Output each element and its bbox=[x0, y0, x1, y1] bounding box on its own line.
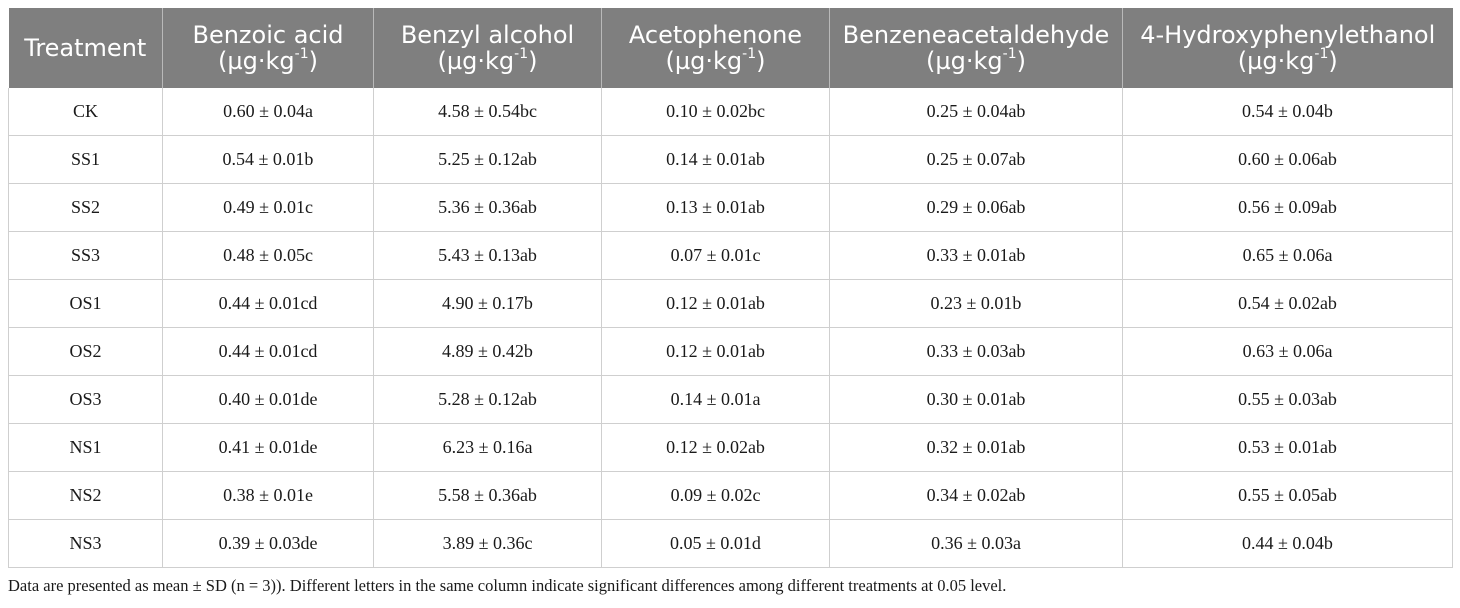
column-name: Benzoic acid bbox=[192, 21, 344, 49]
value-cell: 0.55 ± 0.05ab bbox=[1122, 471, 1453, 520]
value-cell: 0.12 ± 0.02ab bbox=[601, 423, 830, 472]
column-unit: (µg·kg-1) bbox=[926, 46, 1026, 75]
column-header-3: Acetophenone (µg·kg-1) bbox=[601, 8, 830, 88]
column-header-0: Treatment bbox=[8, 8, 163, 88]
treatment-cell: OS3 bbox=[8, 375, 163, 424]
column-name: Benzeneacetaldehyde bbox=[842, 21, 1110, 49]
treatment-cell: OS2 bbox=[8, 327, 163, 376]
value-cell: 0.65 ± 0.06a bbox=[1122, 231, 1453, 280]
value-cell: 0.12 ± 0.01ab bbox=[601, 327, 830, 376]
value-cell: 0.60 ± 0.04a bbox=[162, 88, 374, 136]
table-row: SS1 0.54 ± 0.01b 5.25 ± 0.12ab 0.14 ± 0.01a… bbox=[8, 135, 1453, 184]
treatment-cell: CK bbox=[8, 88, 163, 136]
value-cell: 0.23 ± 0.01b bbox=[829, 279, 1123, 328]
column-unit: (µg·kg-1) bbox=[218, 46, 318, 75]
value-cell: 5.25 ± 0.12ab bbox=[373, 135, 602, 184]
treatment-cell: NS2 bbox=[8, 471, 163, 520]
value-cell: 0.41 ± 0.01de bbox=[162, 423, 374, 472]
treatment-cell: SS2 bbox=[8, 183, 163, 232]
value-cell: 0.25 ± 0.04ab bbox=[829, 88, 1123, 136]
value-cell: 0.55 ± 0.03ab bbox=[1122, 375, 1453, 424]
value-cell: 0.09 ± 0.02c bbox=[601, 471, 830, 520]
header-row: Treatment Benzoic acid (µg·kg-1) Benzyl alc… bbox=[8, 8, 1453, 88]
column-header-5: 4-Hydroxyphenylethanol (µg·kg-1) bbox=[1122, 8, 1453, 88]
value-cell: 3.89 ± 0.36c bbox=[373, 519, 602, 568]
column-unit: (µg·kg-1) bbox=[437, 46, 538, 75]
table-row: OS1 0.44 ± 0.01cd 4.90 ± 0.17b 0.12 ± 0.01a… bbox=[8, 279, 1453, 328]
table-header: Treatment Benzoic acid (µg·kg-1) Benzyl alc… bbox=[8, 8, 1453, 88]
column-header-4: Benzeneacetaldehyde (µg·kg-1) bbox=[829, 8, 1123, 88]
treatment-cell: NS3 bbox=[8, 519, 163, 568]
table-row: OS3 0.40 ± 0.01de 5.28 ± 0.12ab 0.14 ± 0.01… bbox=[8, 375, 1453, 424]
value-cell: 5.36 ± 0.36ab bbox=[373, 183, 602, 232]
column-name: Treatment bbox=[24, 34, 147, 62]
value-cell: 6.23 ± 0.16a bbox=[373, 423, 602, 472]
value-cell: 0.33 ± 0.03ab bbox=[829, 327, 1123, 376]
value-cell: 0.32 ± 0.01ab bbox=[829, 423, 1123, 472]
value-cell: 0.12 ± 0.01ab bbox=[601, 279, 830, 328]
value-cell: 0.10 ± 0.02bc bbox=[601, 88, 830, 136]
treatment-cell: OS1 bbox=[8, 279, 163, 328]
value-cell: 0.07 ± 0.01c bbox=[601, 231, 830, 280]
table-row: CK 0.60 ± 0.04a 4.58 ± 0.54bc 0.10 ± 0.02bc… bbox=[8, 88, 1453, 136]
value-cell: 0.39 ± 0.03de bbox=[162, 519, 374, 568]
column-unit: (µg·kg-1) bbox=[665, 46, 766, 75]
value-cell: 0.29 ± 0.06ab bbox=[829, 183, 1123, 232]
column-name: 4-Hydroxyphenylethanol bbox=[1140, 21, 1436, 49]
column-header-1: Benzoic acid (µg·kg-1) bbox=[162, 8, 374, 88]
table-container: Treatment Benzoic acid (µg·kg-1) Benzyl alc… bbox=[8, 8, 1453, 596]
value-cell: 0.44 ± 0.01cd bbox=[162, 327, 374, 376]
table-row: NS1 0.41 ± 0.01de 6.23 ± 0.16a 0.12 ± 0.02a… bbox=[8, 423, 1453, 472]
value-cell: 5.28 ± 0.12ab bbox=[373, 375, 602, 424]
value-cell: 0.34 ± 0.02ab bbox=[829, 471, 1123, 520]
value-cell: 0.05 ± 0.01d bbox=[601, 519, 830, 568]
column-header-2: Benzyl alcohol (µg·kg-1) bbox=[373, 8, 602, 88]
value-cell: 0.60 ± 0.06ab bbox=[1122, 135, 1453, 184]
value-cell: 0.54 ± 0.04b bbox=[1122, 88, 1453, 136]
value-cell: 0.14 ± 0.01ab bbox=[601, 135, 830, 184]
value-cell: 0.56 ± 0.09ab bbox=[1122, 183, 1453, 232]
value-cell: 0.53 ± 0.01ab bbox=[1122, 423, 1453, 472]
treatment-cell: SS1 bbox=[8, 135, 163, 184]
treatment-cell: NS1 bbox=[8, 423, 163, 472]
value-cell: 0.30 ± 0.01ab bbox=[829, 375, 1123, 424]
value-cell: 0.25 ± 0.07ab bbox=[829, 135, 1123, 184]
value-cell: 0.44 ± 0.01cd bbox=[162, 279, 374, 328]
value-cell: 4.58 ± 0.54bc bbox=[373, 88, 602, 136]
column-name: Acetophenone bbox=[628, 21, 803, 49]
table-body: CK 0.60 ± 0.04a 4.58 ± 0.54bc 0.10 ± 0.02bc… bbox=[8, 88, 1453, 568]
column-unit: (µg·kg-1) bbox=[1237, 46, 1338, 75]
value-cell: 0.36 ± 0.03a bbox=[829, 519, 1123, 568]
column-name: Benzyl alcohol bbox=[400, 21, 575, 49]
table-footnote: Data are presented as mean ± SD (n = 3))… bbox=[8, 576, 1007, 595]
value-cell: 5.58 ± 0.36ab bbox=[373, 471, 602, 520]
value-cell: 5.43 ± 0.13ab bbox=[373, 231, 602, 280]
value-cell: 0.13 ± 0.01ab bbox=[601, 183, 830, 232]
table-row: OS2 0.44 ± 0.01cd 4.89 ± 0.42b 0.12 ± 0.01a… bbox=[8, 327, 1453, 376]
value-cell: 0.54 ± 0.01b bbox=[162, 135, 374, 184]
value-cell: 0.33 ± 0.01ab bbox=[829, 231, 1123, 280]
value-cell: 0.48 ± 0.05c bbox=[162, 231, 374, 280]
value-cell: 0.14 ± 0.01a bbox=[601, 375, 830, 424]
value-cell: 0.44 ± 0.04b bbox=[1122, 519, 1453, 568]
table-row: SS3 0.48 ± 0.05c 5.43 ± 0.13ab 0.07 ± 0.01c… bbox=[8, 231, 1453, 280]
data-table: Treatment Benzoic acid (µg·kg-1) Benzyl alc… bbox=[8, 8, 1453, 568]
value-cell: 0.40 ± 0.01de bbox=[162, 375, 374, 424]
value-cell: 0.54 ± 0.02ab bbox=[1122, 279, 1453, 328]
value-cell: 0.63 ± 0.06a bbox=[1122, 327, 1453, 376]
value-cell: 0.38 ± 0.01e bbox=[162, 471, 374, 520]
treatment-cell: SS3 bbox=[8, 231, 163, 280]
table-row: SS2 0.49 ± 0.01c 5.36 ± 0.36ab 0.13 ± 0.01a… bbox=[8, 183, 1453, 232]
table-row: NS2 0.38 ± 0.01e 5.58 ± 0.36ab 0.09 ± 0.02c… bbox=[8, 471, 1453, 520]
value-cell: 4.90 ± 0.17b bbox=[373, 279, 602, 328]
value-cell: 4.89 ± 0.42b bbox=[373, 327, 602, 376]
table-row: NS3 0.39 ± 0.03de 3.89 ± 0.36c 0.05 ± 0.01d… bbox=[8, 519, 1453, 568]
value-cell: 0.49 ± 0.01c bbox=[162, 183, 374, 232]
